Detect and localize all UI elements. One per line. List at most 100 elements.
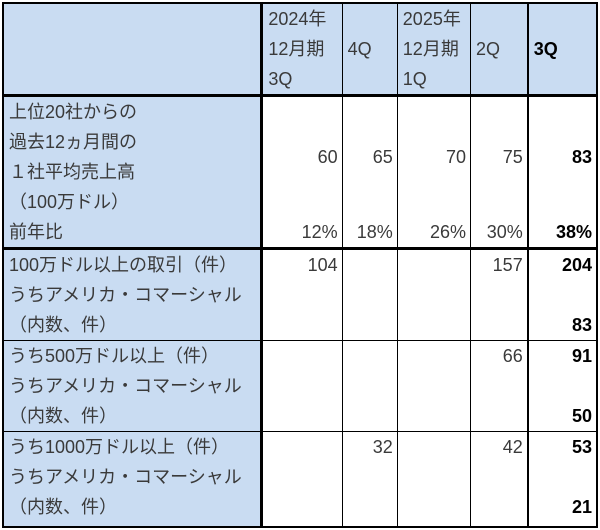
value: 60 [317,146,338,167]
table-row-avg-revenue: 上位20社からの 過去12ヵ月間の １社平均売上高 （100万ドル） 前年比 6… [2,95,598,250]
sub-value [263,492,341,522]
table-cell: 75 30% [470,95,529,250]
table-cell: 42 [470,431,529,527]
spacer [263,462,341,492]
table-cell: 83 38% [526,95,598,250]
spacer [472,462,527,492]
value [263,342,341,372]
spacer [530,462,596,492]
value: 66 [502,346,523,366]
row-label-line: （内数、件） [9,497,117,517]
sub-value: 50 [571,406,592,426]
row-label-line: 100万ドル以上の取引（件） [9,255,238,275]
table-cell [261,431,343,527]
row-label-line: （内数、件） [9,406,117,426]
value: 32 [372,437,393,457]
header-line: 12月期 [402,39,459,59]
table-cell: 60 12% [261,95,343,250]
yoy-value: 12% [301,222,338,242]
value: 65 [372,146,393,167]
yoy-value: 26% [430,222,467,242]
header-line: 3Q [533,39,558,59]
spacer [472,280,527,310]
sub-value [472,310,527,340]
value [398,250,469,280]
spacer [530,371,596,401]
sub-value [472,401,527,431]
sub-value [398,492,469,522]
sub-value [398,310,469,340]
header-cell-2q: 2Q [470,2,529,97]
row-label-line: 前年比 [9,222,63,242]
sub-value [472,492,527,522]
table-cell [341,248,398,341]
value [343,250,396,280]
header-cell-4q: 4Q [341,2,398,97]
sub-value: 21 [571,497,592,517]
spacer [530,280,596,310]
value: 70 [446,146,467,167]
yoy-value: 30% [486,222,523,242]
row-label: うち500万ドル以上（件） うちアメリカ・コマーシャル （内数、件） [2,340,264,432]
spacer [398,462,469,492]
row-label-line: うちアメリカ・コマーシャル [9,467,242,487]
table-cell: 65 18% [341,95,398,250]
cell-layout: 60 12% [263,97,341,246]
table-cell [396,431,472,527]
spacer [472,371,527,401]
cell-layout: 75 30% [472,97,527,246]
row-label-line: （100万ドル） [9,192,130,212]
table-cell: 204 83 [526,248,598,341]
sub-value [263,310,341,340]
table-row-deals-5m: うち500万ドル以上（件） うちアメリカ・コマーシャル （内数、件） 66 91 [2,340,598,432]
header-cell-2025-12-1q: 2025年 12月期 1Q [396,2,472,97]
row-label-line: うち1000万ドル以上（件） [9,437,230,457]
spacer [398,280,469,310]
header-line: 2025年 [402,9,461,29]
sub-value [343,310,396,340]
table-cell: 53 21 [526,431,598,527]
spacer [398,371,469,401]
header-row: 2024年 12月期 3Q 4Q 2025年 12月期 1Q 2Q 3Q [2,2,598,97]
row-label: 100万ドル以上の取引（件） うちアメリカ・コマーシャル （内数、件） [2,248,264,341]
sub-value [263,401,341,431]
value: 91 [571,346,592,366]
table-row-deals-10m: うち1000万ドル以上（件） うちアメリカ・コマーシャル （内数、件） 32 4… [2,431,598,527]
value: 157 [492,255,523,275]
cell-layout: 83 38% [530,97,596,246]
header-line: 2024年 [268,9,327,29]
row-label-line: うちアメリカ・コマーシャル [9,285,242,305]
value [343,342,396,372]
value [398,342,469,372]
header-cell-2024-12-3q: 2024年 12月期 3Q [261,2,343,97]
sub-value [343,492,396,522]
table-cell: 157 [470,248,529,341]
table-cell [396,248,472,341]
header-empty-cell [2,2,264,97]
header-line: 2Q [476,39,501,59]
value: 53 [571,437,592,457]
row-label-line: （内数、件） [9,315,117,335]
table-cell: 91 50 [526,340,598,432]
table-cell [341,340,398,432]
sub-value [343,401,396,431]
table-cell [261,340,343,432]
cell-layout: 65 18% [343,97,396,246]
yoy-value: 18% [356,222,393,242]
sub-value [398,401,469,431]
header-line: 3Q [268,69,293,89]
table-cell [396,340,472,432]
row-label-line: うち500万ドル以上（件） [9,346,220,366]
yoy-value: 38% [555,222,592,242]
value: 75 [502,146,523,167]
table-cell: 32 [341,431,398,527]
value: 83 [571,146,592,167]
row-label-line: １社平均売上高 [9,162,135,182]
header-line: 12月期 [268,39,325,59]
header-line: 4Q [347,39,372,59]
value: 42 [502,437,523,457]
row-label-line: 過去12ヵ月間の [9,132,138,152]
table-cell: 104 [261,248,343,341]
